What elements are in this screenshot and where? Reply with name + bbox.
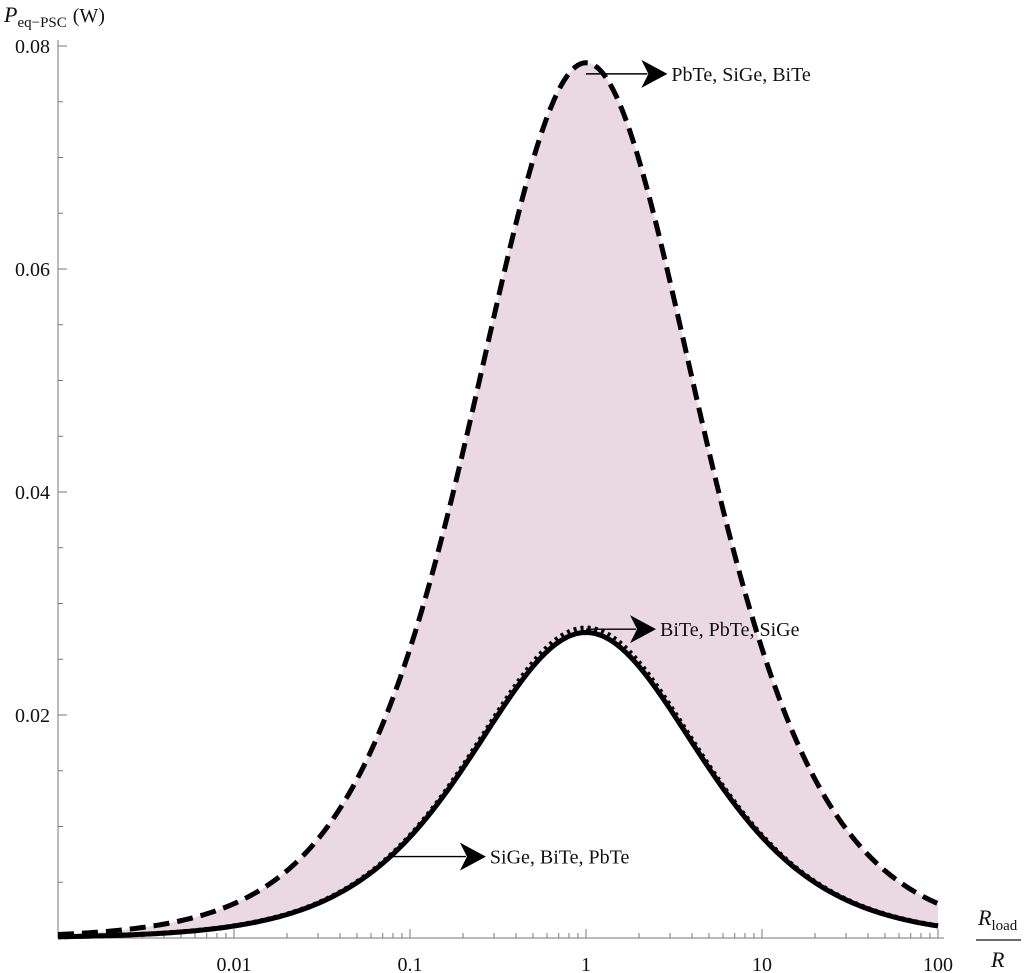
axes: 0.02 0.04 0.06 0.08 0.01 0.1 1 10 100 [15, 36, 953, 973]
annotation-label: PbTe, SiGe, BiTe [671, 64, 811, 86]
x-tick-label: 1 [581, 954, 591, 973]
annotation-arrow-head [630, 615, 657, 644]
y-axis-label-sub: eq−PSC [17, 15, 66, 31]
annotation-arrow-head [459, 842, 486, 871]
annotation-label: SiGe, BiTe, PbTe [490, 847, 630, 869]
x-axis-label-numerator: Rload [977, 905, 1018, 934]
x-tick-label: 100 [923, 954, 953, 973]
x-axis-label-num-sub: load [991, 918, 1017, 934]
series-line-middle [57, 625, 939, 940]
annotation-label: BiTe, PbTe, SiGe [660, 619, 800, 641]
x-axis-label-num-main: R [977, 905, 992, 930]
shaded-band [58, 62, 938, 937]
series-line-upper [57, 60, 940, 938]
y-tick-label: 0.04 [15, 482, 50, 504]
y-tick-label: 0.08 [15, 36, 50, 58]
x-tick-label: 0.1 [398, 954, 423, 973]
series-layer [57, 60, 940, 940]
shaded-band-layer [58, 62, 938, 937]
axis-label-layer: Peq−PSC (W) Rload R [3, 2, 1021, 972]
x-axis-label-denominator: R [990, 947, 1005, 972]
x-tick-label: 10 [752, 954, 772, 973]
x-tick-label: 0.01 [217, 954, 252, 973]
annotation-layer: PbTe, SiGe, BiTe BiTe, PbTe, SiGe SiGe, Bi… [388, 59, 811, 871]
y-axis-label-unit: (W) [73, 5, 105, 27]
y-tick-label: 0.02 [15, 705, 50, 727]
y-axis-label: Peq−PSC (W) [3, 2, 105, 31]
y-axis-label-main: P [3, 2, 17, 27]
annotation-arrow-head [641, 59, 668, 88]
y-tick-label: 0.06 [15, 259, 50, 281]
